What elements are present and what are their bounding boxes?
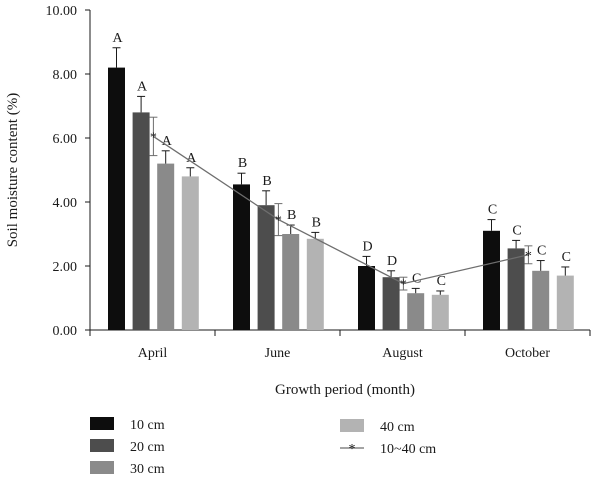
significance-letter: D [387, 254, 397, 269]
line-point-marker: * [525, 249, 532, 264]
significance-letter: A [137, 79, 148, 94]
bar [483, 230, 500, 330]
line-point-marker: * [400, 278, 407, 293]
legend-swatch [90, 417, 114, 430]
legend-label: 10~40 cm [380, 442, 436, 457]
significance-letter: C [488, 203, 497, 218]
y-tick-label: 0.00 [53, 324, 78, 339]
x-axis-label: Growth period (month) [275, 382, 415, 398]
bar [382, 277, 400, 330]
y-axis-label: Soil moisture content (%) [5, 93, 21, 248]
line-point-marker: * [275, 214, 282, 229]
bar [132, 112, 150, 331]
significance-letter: B [287, 208, 296, 223]
x-tick-label: April [138, 346, 168, 361]
significance-letter: B [262, 174, 271, 189]
x-tick-label: October [505, 346, 550, 361]
bar [157, 163, 175, 330]
bar [358, 266, 375, 330]
bar [282, 234, 300, 330]
line-point-marker: * [150, 130, 157, 145]
legend-label: 20 cm [130, 440, 165, 455]
bar [532, 270, 550, 330]
legend-swatch [340, 419, 364, 432]
significance-letter: A [112, 31, 123, 46]
significance-letter: C [512, 223, 521, 238]
legend-label: 10 cm [130, 418, 165, 433]
y-tick-label: 10.00 [46, 4, 78, 19]
legend-swatch [90, 439, 114, 452]
x-tick-label: August [382, 346, 423, 361]
significance-letter: B [238, 156, 247, 171]
legend-marker: * [349, 442, 356, 457]
significance-letter: C [437, 274, 446, 289]
legend: 10 cm 20 cm 30 cm 40 cm * 10~40 cm [90, 417, 436, 477]
legend-label: 40 cm [380, 420, 415, 435]
y-tick-label: 2.00 [53, 260, 78, 275]
bar [306, 238, 324, 330]
significance-letter: D [362, 239, 372, 254]
significance-letter: A [162, 134, 173, 149]
x-tick-label: June [265, 346, 291, 361]
plot-area: 0.00 2.00 4.00 6.00 8.00 10.00 April June August… [46, 4, 591, 361]
significance-letter: B [312, 215, 321, 230]
significance-letter: C [562, 250, 571, 265]
y-tick-label: 4.00 [53, 196, 78, 211]
bar [181, 176, 199, 330]
legend-label: 30 cm [130, 462, 165, 477]
bar [556, 275, 574, 330]
bar [108, 67, 125, 330]
line-series [153, 135, 529, 285]
significance-letter: C [537, 244, 546, 259]
y-tick-label: 6.00 [53, 132, 78, 147]
bar [257, 205, 275, 330]
y-tick-label: 8.00 [53, 68, 78, 83]
bar [407, 293, 425, 330]
significance-letter: A [186, 151, 197, 166]
bar [233, 184, 250, 330]
legend-swatch [90, 461, 114, 474]
bar [431, 294, 449, 330]
significance-letter: C [412, 271, 421, 286]
bar [507, 248, 525, 330]
